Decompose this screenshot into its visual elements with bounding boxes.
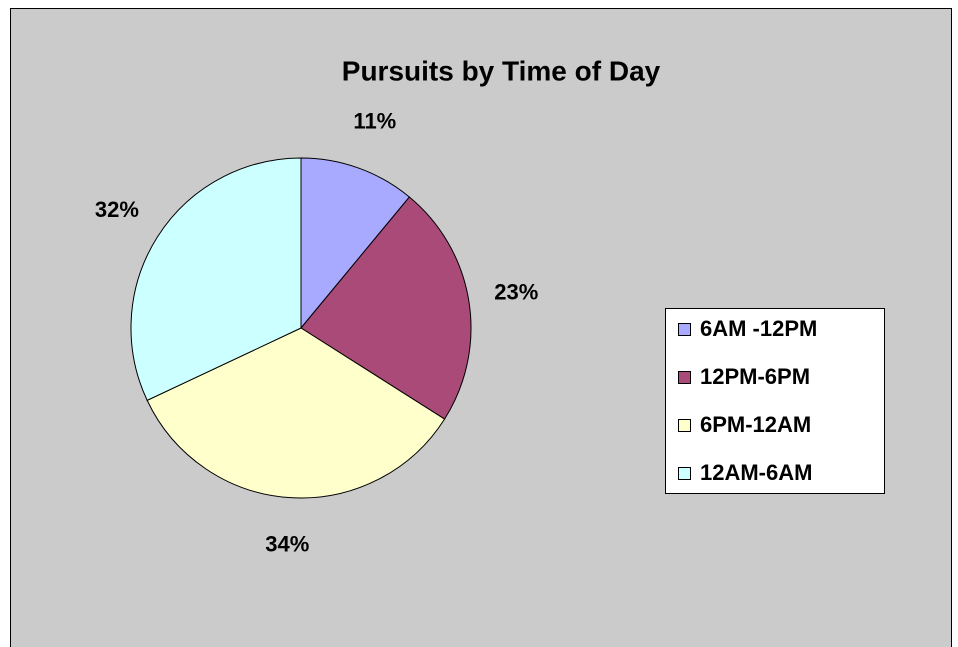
legend-label: 6AM -12PM [700, 316, 817, 341]
data-label: 11% [353, 109, 396, 134]
data-label: 34% [265, 531, 309, 556]
data-label: 32% [95, 197, 139, 222]
pie-slice [146, 327, 446, 499]
pie-slice [300, 157, 411, 330]
pie-slice [130, 157, 302, 402]
pie-slice [300, 196, 472, 420]
legend-box [665, 308, 885, 494]
legend-label: 12PM-6PM [700, 364, 810, 389]
legend-swatch [678, 371, 691, 384]
chart-title: Pursuits by Time of Day [342, 55, 661, 86]
data-label: 23% [494, 280, 538, 305]
legend-swatch [678, 323, 691, 336]
legend-label: 12AM-6AM [700, 460, 812, 485]
legend-swatch [678, 467, 691, 480]
legend-label: 6PM-12AM [700, 412, 811, 437]
legend-swatch [678, 419, 691, 432]
